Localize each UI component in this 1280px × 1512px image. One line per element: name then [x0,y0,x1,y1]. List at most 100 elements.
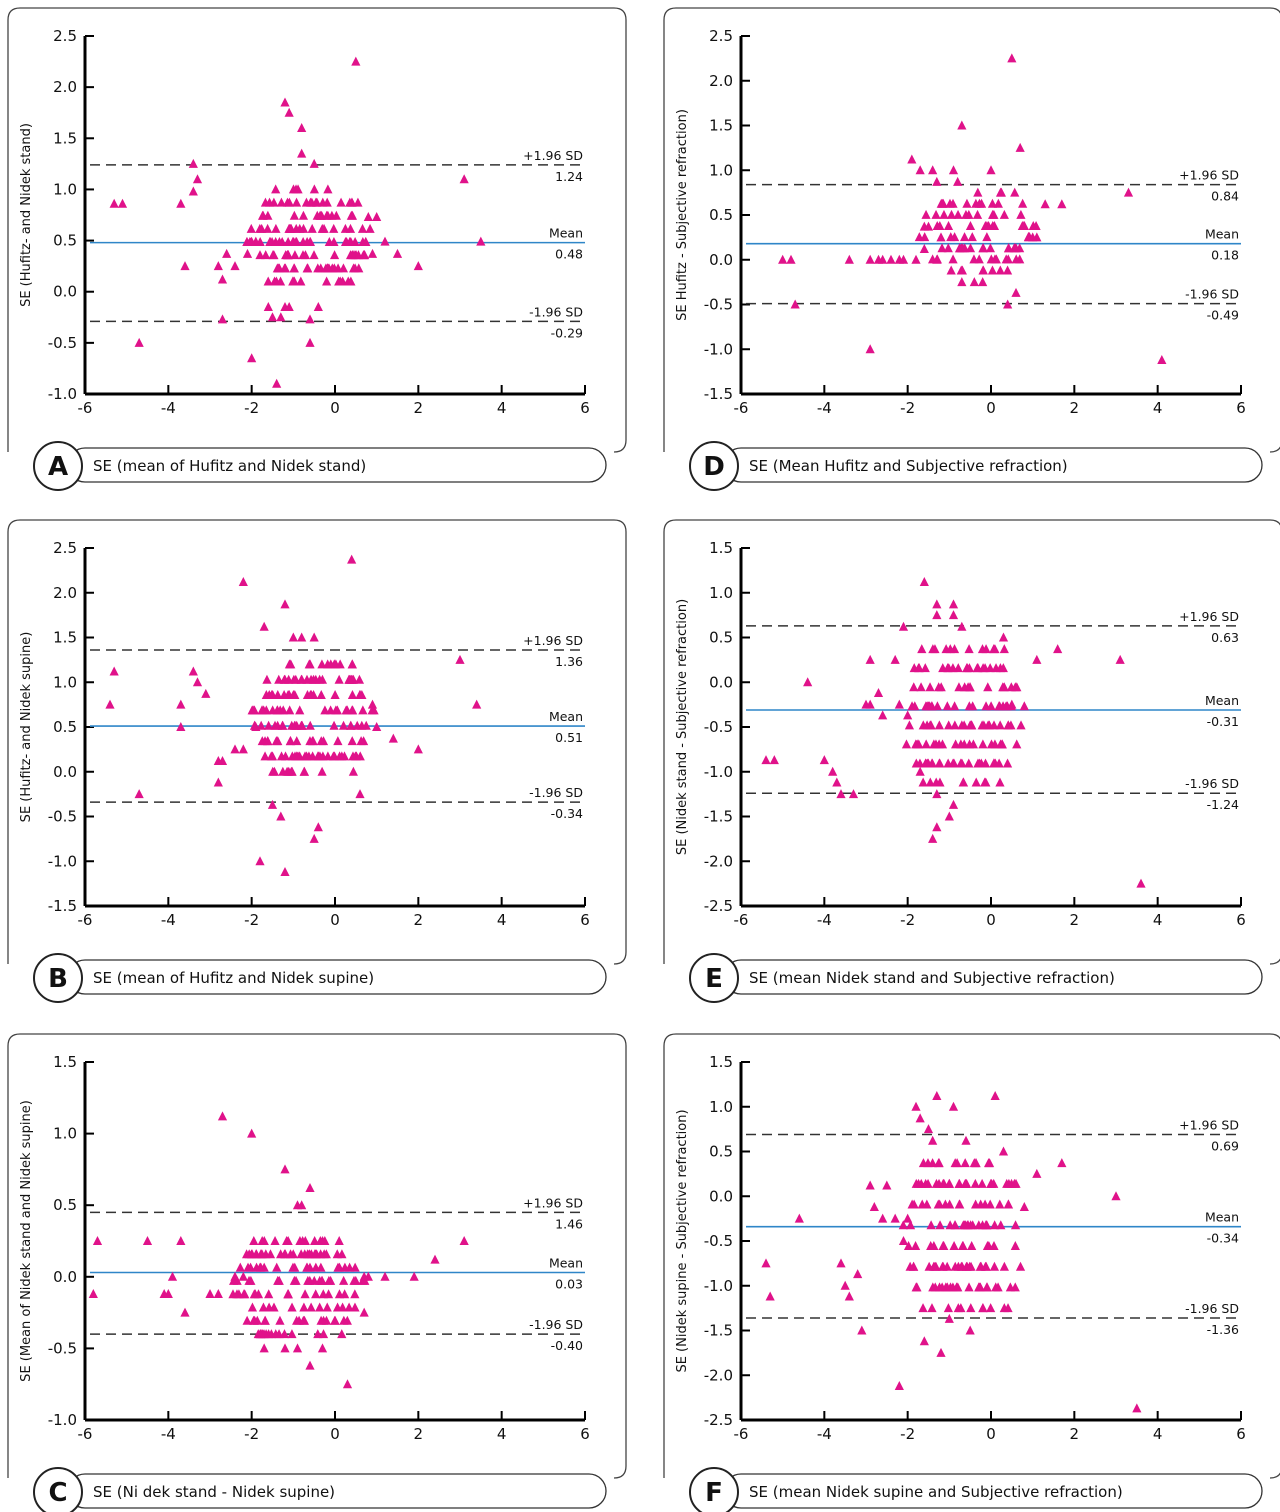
cluster-point [334,674,344,684]
data-point [259,1343,269,1353]
data-point [305,337,315,347]
data-point [969,277,979,287]
data-point [409,1271,419,1281]
data-point [430,1254,440,1264]
x-tick-label: 0 [330,1425,340,1443]
cluster-point [322,1302,332,1312]
cluster-point [339,751,350,761]
y-tick-label: 0.0 [53,283,77,301]
cluster-point [329,720,339,730]
data-point [765,1291,775,1301]
cluster-point [318,1329,329,1339]
x-tick-label: 2 [414,911,424,929]
cluster-point [260,197,271,207]
x-tick-label: -6 [78,1425,93,1443]
data-point [878,710,888,720]
y-tick-label: -1.0 [48,1411,77,1429]
y-tick-label: -0.5 [48,334,77,352]
x-tick-label: -4 [161,399,176,417]
cluster-point [298,1315,308,1325]
cluster-point [361,237,371,247]
data-point [305,1183,315,1193]
data-point [957,120,967,130]
data-point [911,1101,921,1111]
data-point [276,811,286,821]
data-point [932,789,942,799]
cluster-point [311,1289,321,1299]
cluster-point [335,276,345,286]
cluster-point [280,751,291,761]
y-tick-label: 0.5 [53,1196,77,1214]
data-point [965,1325,975,1335]
cluster-point [957,265,967,275]
y-tick-label: 1.5 [709,1053,733,1071]
cluster-point [348,705,358,715]
data-point [88,1288,98,1298]
y-axis-label: SE (Nidek supine - Subjective refraction… [675,1109,690,1372]
data-point [205,1288,215,1298]
data-point [284,107,294,117]
cluster-point [354,674,365,684]
cluster-point [991,1282,1001,1292]
data-point [105,699,115,709]
lower-label: -1.96 SD [529,304,583,319]
mean-value: -0.31 [1207,714,1239,729]
cluster-point [275,1315,285,1325]
cluster-point [313,263,323,273]
cluster-point [999,1261,1009,1271]
cluster-point [246,223,256,233]
cluster-point [898,1220,908,1230]
lower-value: -0.49 [1207,308,1239,323]
x-tick-label: 4 [497,911,507,929]
cluster-point [357,223,368,233]
data-point [953,176,963,186]
cluster-point [943,758,953,768]
data-point [957,277,967,287]
data-point [915,1113,925,1123]
cluster-point [921,739,931,749]
y-tick-label: 1.5 [709,539,733,557]
x-tick-label: -2 [244,399,259,417]
cluster-point [950,701,960,711]
data-point [380,236,390,246]
y-tick-label: -1.5 [704,385,733,403]
cluster-point [978,243,988,253]
cluster-point [926,720,936,730]
cluster-point [931,1261,941,1271]
y-tick-label: 1.0 [53,673,77,691]
cluster-point [234,1289,244,1299]
cluster-point [974,1282,984,1292]
cluster-point [323,184,333,194]
cluster-point [331,659,341,669]
cluster-point [1003,1199,1014,1209]
cluster-point [1006,720,1016,730]
y-axis-label: SE (Hufitz- and Nidek stand) [19,123,34,307]
x-tick-label: -4 [161,1425,176,1443]
y-tick-label: 1.0 [709,584,733,602]
cluster-point [340,1289,350,1299]
cluster-point [278,766,288,776]
cluster-point [276,197,287,207]
cluster-point [361,720,371,730]
cluster-point [284,223,294,233]
y-tick-label: 0.5 [709,629,733,647]
lower-value: -1.24 [1207,797,1239,812]
cluster-point [329,223,339,233]
data-point [188,186,198,196]
data-point [1057,199,1067,209]
cluster-point [912,1282,922,1292]
cluster-point [338,720,349,730]
cluster-point [962,663,972,673]
data-point [459,1236,469,1245]
cluster-point [935,1220,945,1230]
data-point [351,56,361,66]
cluster-point [274,263,284,273]
x-tick-label: -4 [817,911,832,929]
data-point [280,97,290,107]
cluster-point [242,237,252,247]
x-tick-label: 6 [580,1425,590,1443]
x-tick-label: -2 [244,1425,259,1443]
cluster-point [306,1302,316,1312]
y-tick-label: -2.5 [704,1411,733,1429]
